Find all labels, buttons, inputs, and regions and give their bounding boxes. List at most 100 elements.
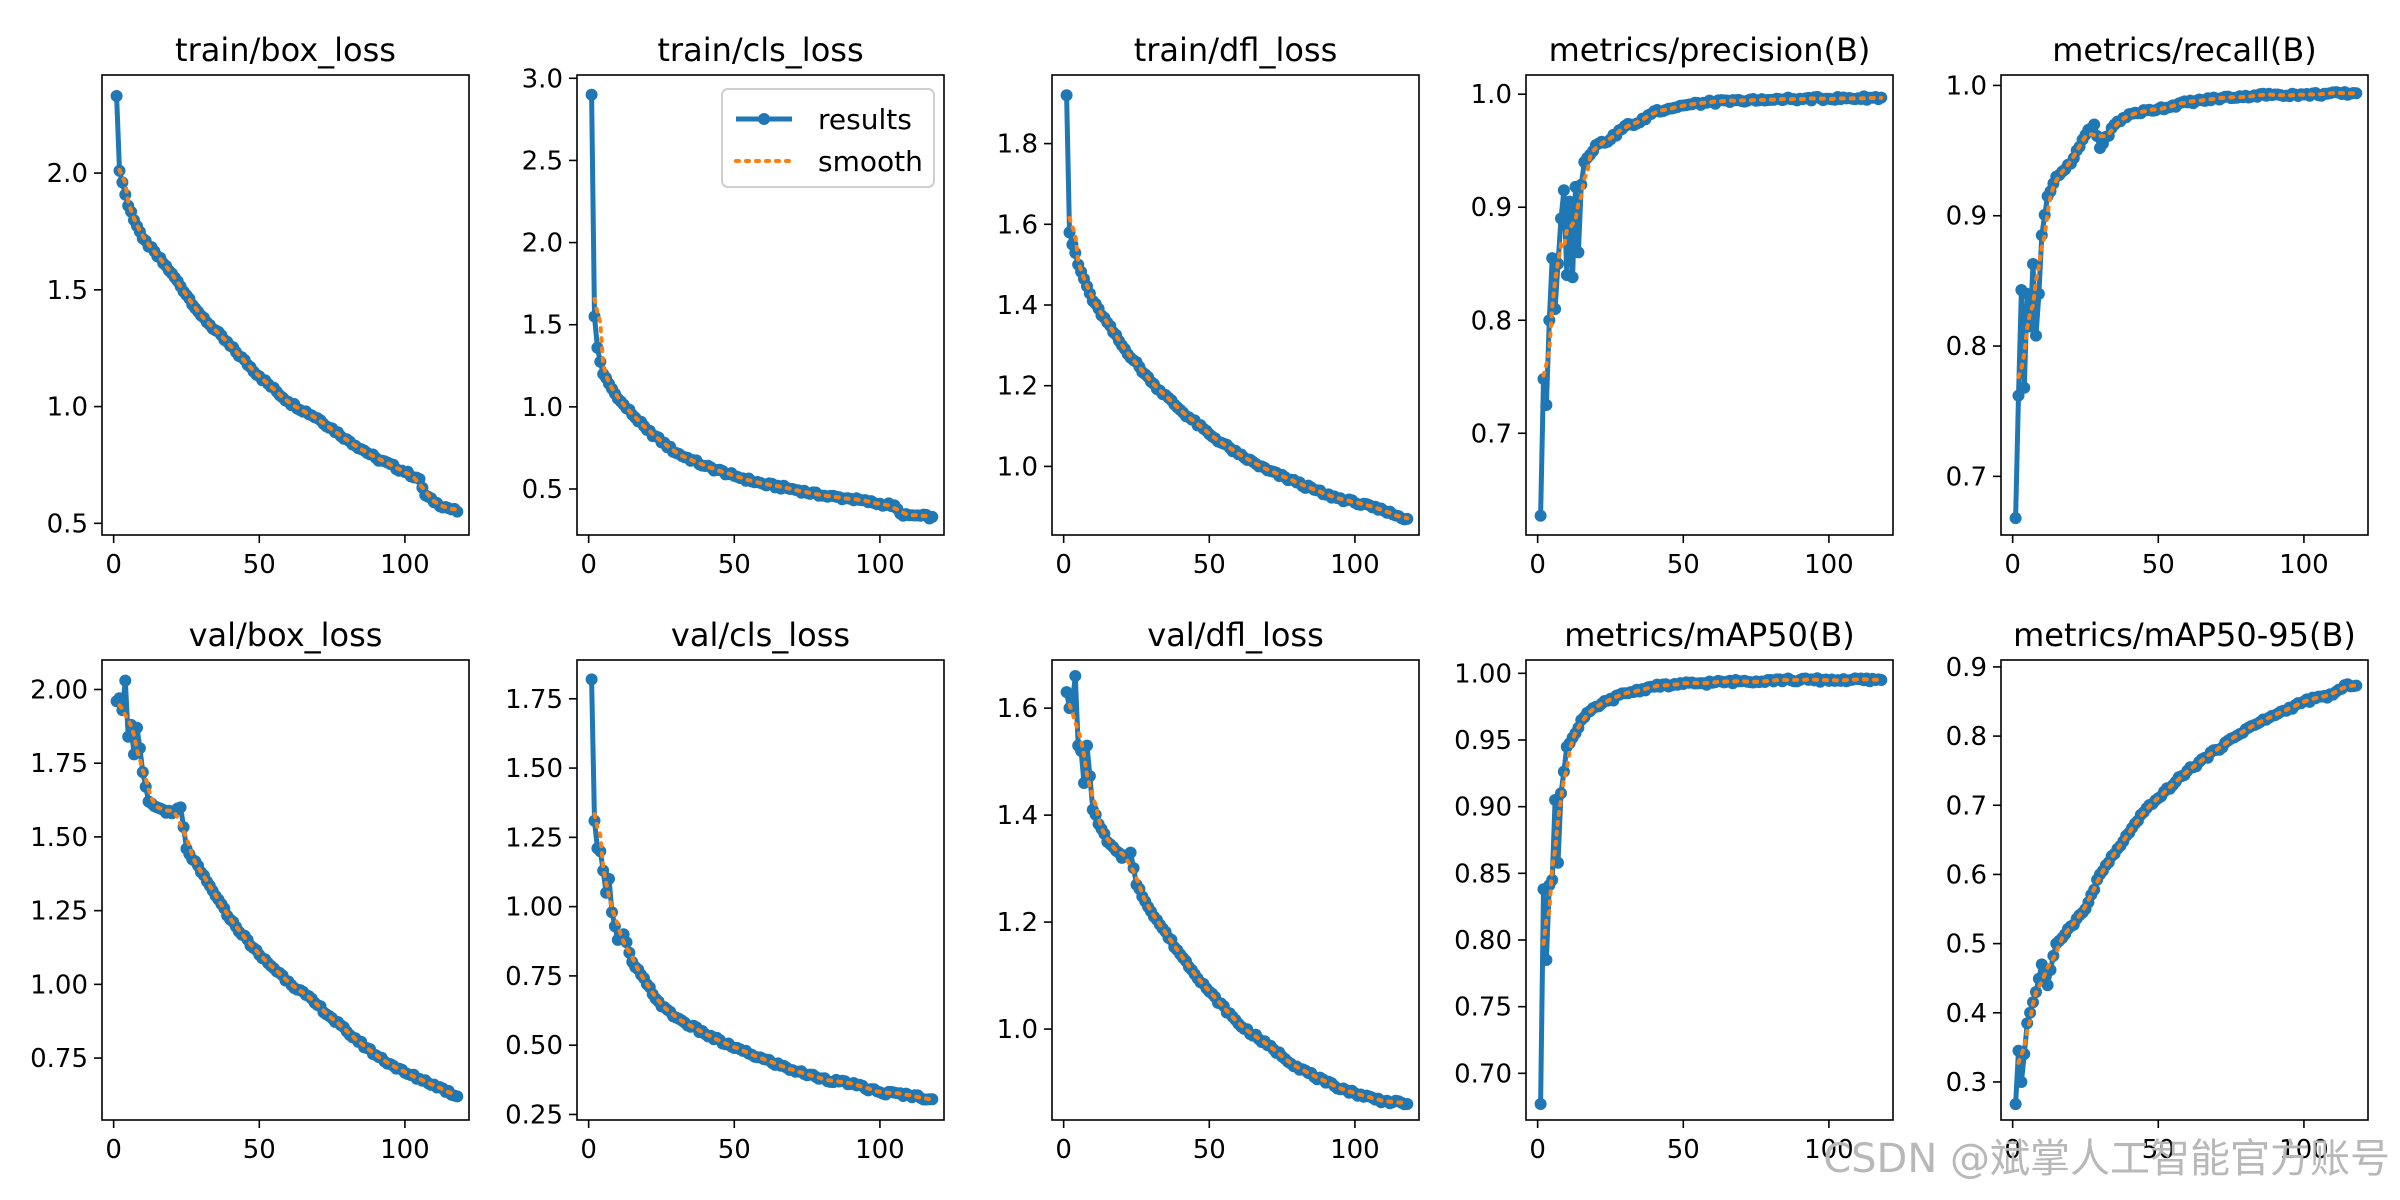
y-tick-label: 0.8 — [1946, 332, 1987, 362]
results-point — [110, 90, 123, 102]
smooth-series-line — [2016, 90, 2359, 380]
y-tick-label: 0.5 — [522, 475, 563, 505]
legend-results-label: results — [818, 103, 912, 136]
y-tick-label: 0.9 — [1946, 202, 1987, 232]
results-point — [2018, 381, 2031, 394]
x-tick-label: 50 — [1667, 1135, 1700, 1165]
smooth-series-line — [2016, 683, 2359, 1065]
smooth-series-line — [1541, 95, 1884, 378]
results-point — [1572, 246, 1585, 259]
results-point — [1081, 739, 1093, 752]
y-tick-label: 1.25 — [30, 897, 88, 927]
y-tick-label: 2.5 — [522, 146, 563, 176]
panel-title: val/box_loss — [189, 616, 383, 654]
y-tick-label: 0.8 — [1471, 306, 1512, 336]
x-tick-label: 0 — [1055, 1135, 1072, 1165]
smooth-series-line — [592, 296, 935, 519]
results-point — [926, 510, 939, 523]
panel-title: metrics/mAP50-95(B) — [2013, 616, 2356, 654]
y-tick-label: 3.0 — [522, 64, 563, 94]
y-tick-label: 0.9 — [1946, 653, 1987, 683]
y-tick-label: 1.0 — [997, 1015, 1038, 1045]
results-point — [2009, 512, 2022, 525]
panel-title: metrics/mAP50(B) — [1564, 616, 1855, 654]
x-tick-label: 100 — [380, 550, 430, 580]
x-tick-label: 0 — [2004, 550, 2021, 580]
panel-8: val/dfl_loss 0 50 100 1.0 1.2 1.4 1.6 — [997, 616, 1420, 1165]
results-point — [585, 673, 598, 686]
y-tick-label: 1.00 — [1454, 659, 1512, 689]
y-tick-label: 1.4 — [997, 291, 1038, 321]
y-tick-label: 1.2 — [997, 908, 1038, 938]
y-tick-label: 0.70 — [1454, 1059, 1512, 1089]
x-tick-label: 100 — [1804, 550, 1854, 580]
x-tick-label: 100 — [1330, 550, 1380, 580]
watermark-text: CSDN @斌掌人工智能官方账号 — [1823, 1136, 2390, 1182]
x-tick-label: 50 — [243, 1135, 276, 1165]
panel-10: metrics/mAP50-95(B) 0 50 100 0.3 0.4 0.5 0.6 0.7… — [1946, 616, 2369, 1165]
y-tick-label: 1.5 — [47, 276, 88, 306]
y-tick-label: 2.0 — [47, 159, 88, 189]
y-tick-label: 1.0 — [522, 393, 563, 423]
y-tick-label: 1.0 — [1946, 71, 1987, 101]
y-tick-label: 1.50 — [505, 754, 563, 784]
y-tick-label: 1.8 — [997, 130, 1038, 160]
y-tick-label: 0.5 — [47, 509, 88, 539]
smooth-series-line — [117, 703, 460, 1097]
panel-title: val/dfl_loss — [1147, 616, 1324, 654]
results-point — [1563, 195, 1576, 208]
y-tick-label: 1.6 — [997, 210, 1038, 240]
x-tick-label: 0 — [105, 550, 122, 580]
panel-5: metrics/recall(B) 0 50 100 0.7 0.8 0.9 1.0 — [1946, 31, 2369, 580]
y-tick-label: 0.3 — [1946, 1068, 1987, 1098]
y-tick-label: 0.7 — [1946, 791, 1987, 821]
results-point — [122, 730, 135, 743]
panel-1: train/box_loss 0 50 100 0.5 1.0 1.5 2.0 — [47, 31, 470, 580]
axes-frame — [576, 74, 945, 536]
y-tick-label: 2.00 — [30, 675, 88, 705]
y-tick-label: 0.25 — [505, 1100, 563, 1130]
chart-panels: train/box_loss 0 50 100 0.5 1.0 1.5 2.0 train/cl… — [30, 31, 2369, 1165]
results-point — [1534, 1098, 1547, 1110]
axes-frame — [1525, 74, 1894, 536]
panel-3: train/dfl_loss 0 50 100 1.0 1.2 1.4 1.6 1.8 — [997, 31, 1420, 580]
smooth-series-line — [592, 812, 935, 1102]
x-tick-label: 50 — [2142, 1135, 2175, 1165]
y-tick-label: 1.00 — [30, 970, 88, 1000]
panel-title: train/dfl_loss — [1134, 31, 1338, 69]
x-tick-label: 100 — [1804, 1135, 1854, 1165]
results-point — [2088, 118, 2101, 131]
results-point — [1540, 954, 1553, 966]
legend: results smooth — [721, 88, 935, 188]
panel-6: val/box_loss 0 50 100 0.75 1.00 1.25 1.50 1.75 2.… — [30, 616, 470, 1165]
y-tick-label: 0.50 — [505, 1031, 563, 1061]
axes-frame — [1525, 659, 1894, 1121]
results-point — [1875, 674, 1888, 686]
panel-title: train/box_loss — [175, 31, 396, 69]
panel-2: train/cls_loss 0 50 100 0.5 1.0 1.5 2.0 2.5 3.0 re… — [522, 31, 945, 580]
y-tick-label: 0.80 — [1454, 926, 1512, 956]
results-point — [2021, 287, 2034, 300]
y-tick-label: 1.4 — [997, 801, 1038, 831]
y-tick-label: 1.75 — [30, 749, 88, 779]
x-tick-label: 100 — [380, 1135, 430, 1165]
legend-smooth-label: smooth — [818, 145, 923, 178]
panel-9: metrics/mAP50(B) 0 50 100 0.70 0.75 0.80 0.85 0.… — [1454, 616, 1894, 1165]
x-tick-label: 50 — [718, 1135, 751, 1165]
smooth-series-line — [1541, 677, 1884, 946]
panel-title: train/cls_loss — [657, 31, 863, 69]
results-point — [1557, 184, 1570, 197]
axes-frame — [2000, 659, 2369, 1121]
y-tick-label: 0.4 — [1946, 999, 1987, 1029]
results-point — [1401, 1098, 1414, 1110]
results-point — [1060, 686, 1073, 699]
axes-frame — [101, 659, 470, 1121]
results-point — [2350, 679, 2363, 692]
results-point — [1537, 373, 1550, 385]
y-tick-label: 1.0 — [47, 393, 88, 423]
axes-frame — [2000, 74, 2369, 536]
y-tick-label: 0.95 — [1454, 726, 1512, 756]
results-point — [1566, 271, 1579, 284]
panel-4: metrics/precision(B) 0 50 100 0.7 0.8 0.9 1.0 — [1471, 31, 1894, 580]
